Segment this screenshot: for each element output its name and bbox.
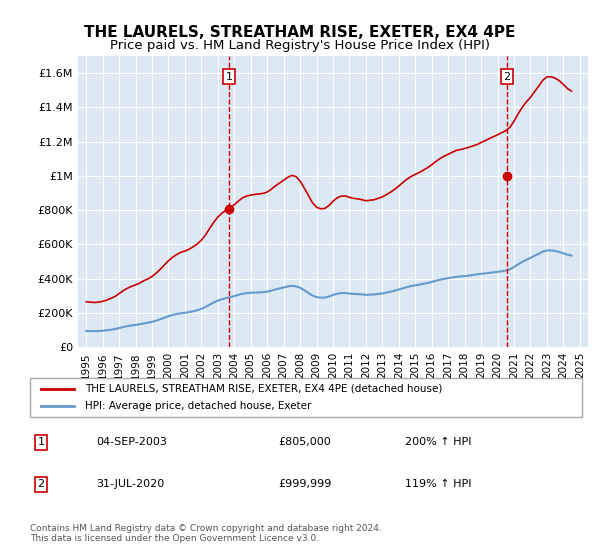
Text: 119% ↑ HPI: 119% ↑ HPI <box>406 479 472 489</box>
Text: HPI: Average price, detached house, Exeter: HPI: Average price, detached house, Exet… <box>85 401 311 411</box>
Text: THE LAURELS, STREATHAM RISE, EXETER, EX4 4PE: THE LAURELS, STREATHAM RISE, EXETER, EX4… <box>85 25 515 40</box>
Text: Price paid vs. HM Land Registry's House Price Index (HPI): Price paid vs. HM Land Registry's House … <box>110 39 490 52</box>
Text: 04-SEP-2003: 04-SEP-2003 <box>96 437 167 447</box>
Text: 31-JUL-2020: 31-JUL-2020 <box>96 479 164 489</box>
Text: 1: 1 <box>226 72 232 82</box>
FancyBboxPatch shape <box>30 378 582 417</box>
Text: 2: 2 <box>503 72 511 82</box>
Text: 1: 1 <box>38 437 44 447</box>
Text: Contains HM Land Registry data © Crown copyright and database right 2024.
This d: Contains HM Land Registry data © Crown c… <box>30 524 382 543</box>
Text: 2: 2 <box>37 479 44 489</box>
Text: THE LAURELS, STREATHAM RISE, EXETER, EX4 4PE (detached house): THE LAURELS, STREATHAM RISE, EXETER, EX4… <box>85 384 443 394</box>
Text: £805,000: £805,000 <box>278 437 331 447</box>
Text: 200% ↑ HPI: 200% ↑ HPI <box>406 437 472 447</box>
Text: £999,999: £999,999 <box>278 479 332 489</box>
